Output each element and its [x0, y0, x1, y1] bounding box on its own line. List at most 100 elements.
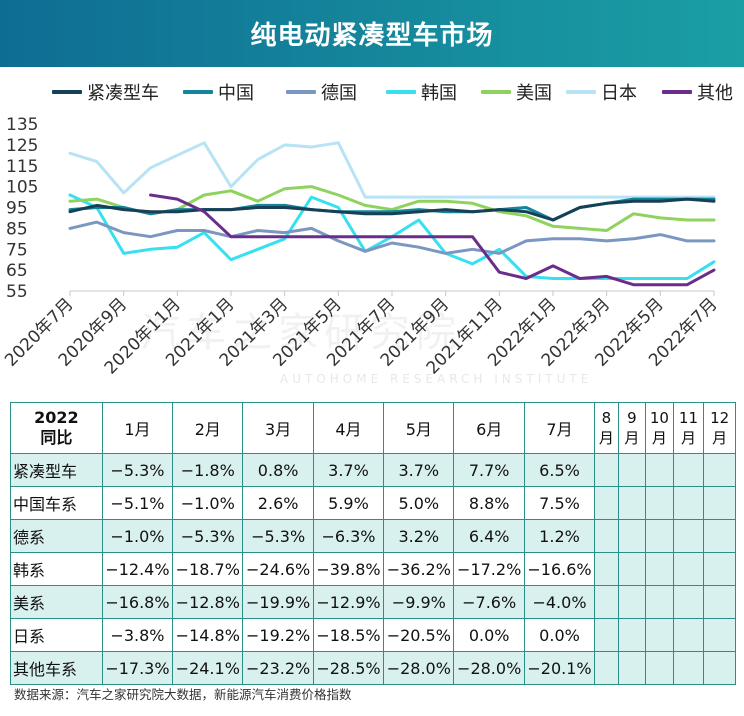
- legend-swatch: [286, 90, 316, 94]
- empty-cell: [645, 486, 674, 520]
- legend-label: 其他: [697, 83, 733, 104]
- empty-cell: [594, 585, 619, 619]
- month-unit: 月: [624, 429, 640, 447]
- legend-label: 韩国: [421, 83, 457, 104]
- row-label: 韩系: [10, 552, 103, 586]
- y-tick-label: 65: [6, 261, 28, 281]
- yoy-cell: −5.3%: [242, 519, 314, 553]
- month-header: 11 月: [672, 402, 705, 454]
- yoy-cell: −16.8%: [101, 585, 174, 619]
- y-tick-label: 85: [6, 219, 28, 239]
- empty-cell: [703, 453, 736, 487]
- yoy-cell: −39.8%: [312, 552, 385, 586]
- yoy-cell: 6.5%: [523, 453, 596, 487]
- yoy-cell: −5.3%: [101, 453, 174, 487]
- legend-label: 美国: [516, 83, 552, 104]
- empty-cell: [645, 651, 674, 685]
- table-row: 韩系 −12.4% −18.7% −24.6% −39.8% −36.2% −17.2% −1…: [10, 552, 736, 586]
- legend-item: 其他: [662, 78, 733, 106]
- yoy-cell: −19.9%: [242, 585, 314, 619]
- yoy-cell: −24.1%: [172, 651, 244, 685]
- legend-item: 中国: [183, 78, 254, 106]
- series-line-2: [68, 220, 716, 255]
- yoy-cell: −23.2%: [242, 651, 314, 685]
- month-header: 1月: [101, 402, 174, 454]
- yoy-cell: −17.3%: [101, 651, 174, 685]
- legend-item: 韩国: [386, 78, 457, 106]
- yoy-cell: 0.0%: [523, 618, 596, 652]
- empty-cell: [703, 519, 736, 553]
- empty-cell: [617, 486, 647, 520]
- y-tick-label: 125: [6, 136, 38, 156]
- empty-cell: [617, 453, 647, 487]
- row-label: 其他车系: [10, 651, 103, 685]
- month-num: 9: [627, 409, 637, 427]
- yoy-cell: 3.7%: [312, 453, 385, 487]
- page-title: 纯电动紧凑型车市场: [250, 21, 494, 51]
- empty-cell: [594, 486, 619, 520]
- series-line-5: [68, 141, 716, 199]
- row-label: 紧凑型车: [10, 453, 103, 487]
- yoy-cell: −9.9%: [383, 585, 455, 619]
- empty-cell: [617, 585, 647, 619]
- empty-cell: [594, 651, 619, 685]
- yoy-cell: 7.5%: [523, 486, 596, 520]
- watermark-text: 汽车之家研究院: [140, 310, 462, 356]
- yoy-cell: −1.0%: [101, 519, 174, 553]
- legend-item: 日本: [566, 78, 637, 106]
- empty-cell: [617, 618, 647, 652]
- legend-swatch: [183, 90, 213, 94]
- yoy-cell: −4.0%: [523, 585, 596, 619]
- yoy-cell: −24.6%: [242, 552, 314, 586]
- yoy-cell: −18.5%: [312, 618, 385, 652]
- empty-cell: [617, 519, 647, 553]
- empty-cell: [672, 519, 705, 553]
- month-unit: 月: [651, 429, 667, 447]
- yoy-cell: −5.1%: [101, 486, 174, 520]
- series-line-0: [68, 197, 716, 222]
- yoy-cell: −36.2%: [383, 552, 455, 586]
- yoy-cell: −1.0%: [172, 486, 244, 520]
- series-line-6: [149, 193, 716, 287]
- row-label: 日系: [10, 618, 103, 652]
- month-num: 12: [710, 409, 730, 427]
- corner-label: 同比: [40, 428, 73, 447]
- yoy-cell: −19.2%: [242, 618, 314, 652]
- yoy-cell: −7.6%: [453, 585, 525, 619]
- empty-cell: [672, 618, 705, 652]
- yoy-cell: −18.7%: [172, 552, 244, 586]
- legend-swatch: [566, 90, 596, 94]
- yoy-cell: −1.8%: [172, 453, 244, 487]
- yoy-cell: −20.1%: [523, 651, 596, 685]
- month-header: 10 月: [645, 402, 674, 454]
- empty-cell: [645, 585, 674, 619]
- table-row: 其他车系 −17.3% −24.1% −23.2% −28.5% −28.0% −28.0%…: [10, 651, 736, 685]
- table-row: 日系 −3.8% −14.8% −19.2% −18.5% −20.5% 0.0% 0.0%: [10, 618, 736, 652]
- yoy-cell: 7.7%: [453, 453, 525, 487]
- table-row: 中国车系 −5.1% −1.0% 2.6% 5.9% 5.0% 8.8% 7.5%: [10, 486, 736, 520]
- y-tick-label: 95: [6, 199, 28, 219]
- yoy-cell: −16.6%: [523, 552, 596, 586]
- series-line-4: [68, 185, 716, 232]
- month-header: 12 月: [703, 402, 736, 454]
- yoy-cell: −6.3%: [312, 519, 385, 553]
- empty-cell: [703, 552, 736, 586]
- chart-legend: 紧凑型车 中国 德国 韩国 美国 日本 其他: [0, 78, 744, 106]
- y-tick-label: 105: [6, 178, 38, 198]
- empty-cell: [703, 585, 736, 619]
- empty-cell: [703, 651, 736, 685]
- row-label: 德系: [10, 519, 103, 553]
- table-body: 紧凑型车 −5.3% −1.8% 0.8% 3.7% 3.7% 7.7% 6.5% 中国车系 −5…: [10, 453, 736, 685]
- table-row: 紧凑型车 −5.3% −1.8% 0.8% 3.7% 3.7% 7.7% 6.5%: [10, 453, 736, 487]
- yoy-cell: −20.5%: [383, 618, 455, 652]
- legend-label: 紧凑型车: [87, 83, 159, 104]
- empty-cell: [617, 651, 647, 685]
- y-tick-label: 115: [6, 157, 38, 177]
- empty-cell: [672, 486, 705, 520]
- yoy-cell: −5.3%: [172, 519, 244, 553]
- yoy-cell: 0.8%: [242, 453, 314, 487]
- month-header: 5月: [383, 402, 455, 454]
- empty-cell: [594, 618, 619, 652]
- empty-cell: [594, 552, 619, 586]
